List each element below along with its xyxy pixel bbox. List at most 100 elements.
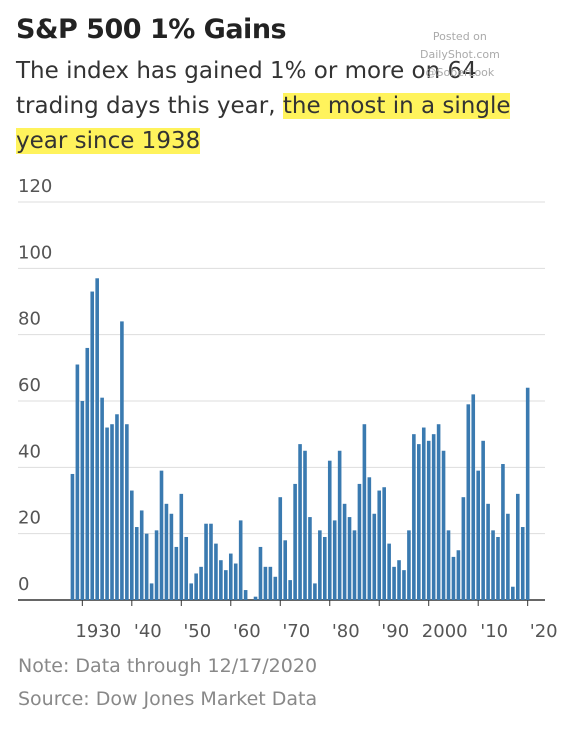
bar — [451, 556, 456, 600]
bar — [322, 536, 327, 600]
bar — [471, 394, 476, 600]
bar — [456, 550, 461, 600]
bar — [298, 444, 302, 600]
bar — [125, 424, 129, 600]
y-tick-label: 120 — [18, 176, 52, 197]
bar — [486, 503, 490, 600]
bar — [139, 510, 144, 600]
bar — [412, 434, 416, 600]
bar — [75, 364, 80, 600]
x-tick-label: '20 — [530, 621, 558, 642]
watermark-line: DailyShot.com — [420, 48, 500, 61]
bar — [342, 503, 347, 600]
bar — [115, 414, 119, 600]
bar — [179, 493, 184, 600]
bar — [372, 513, 377, 600]
bar — [159, 470, 164, 600]
x-tick-label: '70 — [282, 621, 310, 642]
bar — [357, 483, 362, 600]
x-tick-label: 2000 — [422, 621, 468, 642]
bar — [496, 536, 500, 600]
bar — [224, 570, 228, 600]
bar — [189, 583, 193, 600]
bar — [377, 490, 382, 600]
bar — [426, 440, 431, 600]
bar — [446, 530, 451, 600]
bar — [204, 523, 208, 600]
x-tick-label: '40 — [134, 621, 162, 642]
y-tick-label: 80 — [18, 309, 41, 330]
subtitle-text: The index has gained 1% or more on 64 tr… — [16, 58, 477, 119]
bar — [327, 460, 332, 600]
bar — [347, 517, 352, 600]
subtitle: The index has gained 1% or more on 64 tr… — [16, 54, 556, 159]
bar — [268, 566, 273, 600]
bar — [258, 546, 263, 600]
bar — [417, 444, 421, 600]
bar — [481, 440, 485, 600]
bar — [209, 523, 213, 600]
bar — [491, 530, 495, 600]
bar — [397, 560, 401, 600]
y-tick-label: 20 — [18, 508, 41, 529]
bar — [525, 387, 530, 600]
bar — [520, 527, 525, 600]
bar — [238, 520, 243, 600]
bar — [110, 424, 114, 600]
bar — [431, 434, 436, 600]
bar — [164, 503, 169, 600]
bar — [506, 513, 510, 600]
bar — [308, 517, 312, 600]
x-tick-label: '10 — [480, 621, 508, 642]
bar — [169, 513, 174, 600]
bar — [95, 278, 99, 600]
bar — [130, 490, 134, 600]
bar — [233, 563, 238, 600]
bar — [362, 424, 367, 600]
bar — [105, 427, 109, 600]
bar — [194, 573, 198, 600]
watermark: Posted on DailyShot.com @SoberLook — [420, 28, 500, 82]
bar — [313, 583, 317, 600]
bar — [253, 596, 258, 600]
y-tick-label: 0 — [18, 574, 29, 595]
bar — [219, 560, 223, 600]
x-tick-label: '50 — [183, 621, 211, 642]
bar — [501, 464, 505, 600]
bar — [387, 543, 391, 600]
bar — [288, 580, 292, 600]
bar — [318, 530, 322, 600]
note: Note: Data through 12/17/2020 — [18, 655, 318, 677]
bar — [436, 424, 441, 600]
watermark-line: Posted on — [432, 30, 487, 43]
bar — [421, 427, 426, 600]
bar — [100, 397, 104, 600]
bar — [283, 540, 288, 600]
bar — [134, 527, 139, 600]
bar — [382, 487, 386, 600]
bar — [466, 404, 471, 600]
bar — [511, 586, 515, 600]
chart-title: S&P 500 1% Gains — [16, 14, 287, 45]
bar — [228, 553, 233, 600]
bar — [243, 590, 248, 600]
bar — [80, 401, 85, 600]
bar — [278, 497, 283, 600]
x-tick-label: 1930 — [75, 621, 121, 642]
bar — [154, 530, 159, 600]
source: Source: Dow Jones Market Data — [18, 688, 318, 710]
bar — [402, 570, 406, 600]
bar — [214, 543, 218, 600]
bar — [90, 291, 95, 600]
bar — [337, 450, 342, 600]
bar — [392, 566, 396, 600]
bar — [303, 450, 307, 600]
bar — [441, 450, 446, 600]
y-tick-label: 100 — [18, 242, 52, 263]
bar — [515, 493, 520, 600]
bar — [293, 483, 297, 600]
bar — [263, 566, 268, 600]
bar — [174, 546, 179, 600]
bar — [199, 566, 203, 600]
